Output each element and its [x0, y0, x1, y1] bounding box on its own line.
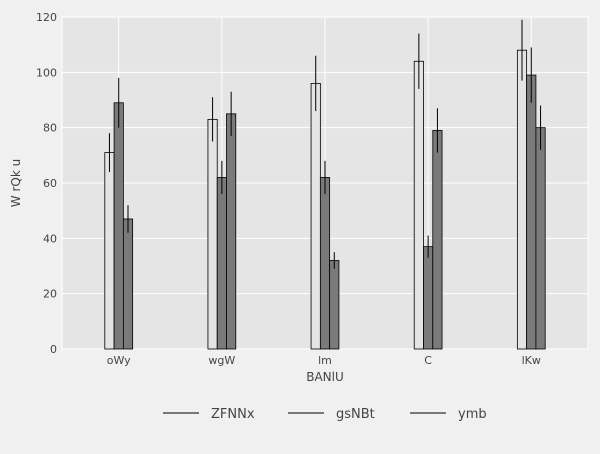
bar [516, 49, 528, 350]
bar [104, 152, 115, 350]
bar [526, 74, 537, 350]
bars [104, 19, 546, 350]
legend-label: ymb [458, 407, 487, 422]
bar [216, 177, 227, 350]
legend-label: ZFNNx [211, 407, 255, 422]
bar [319, 177, 331, 350]
x-tick-label: oWy [107, 354, 131, 367]
y-axis: 0 20 40 60 80 100 120 [36, 11, 57, 356]
bar [226, 113, 237, 350]
y-tick-label: 20 [43, 288, 57, 301]
legend-label: gsNBt [336, 407, 375, 422]
bar [423, 246, 434, 350]
x-tick-label: C [424, 354, 432, 367]
bar [122, 218, 134, 350]
bar [329, 260, 340, 350]
y-tick-label: 0 [50, 343, 57, 356]
bar [207, 118, 218, 350]
x-tick-label: wgW [208, 354, 235, 367]
x-tick-label: lKw [522, 354, 541, 367]
x-axis-label: BANlU [306, 370, 344, 384]
y-axis-label: W rQk u [9, 159, 23, 207]
y-tick-label: 80 [43, 122, 57, 135]
y-tick-label: 120 [36, 11, 57, 24]
y-tick-label: 100 [36, 66, 57, 79]
bar [113, 102, 124, 350]
bar [413, 60, 424, 350]
y-tick-label: 40 [43, 232, 57, 245]
x-tick-label: lm [318, 354, 332, 367]
bar [535, 127, 546, 350]
bar [432, 130, 443, 350]
y-tick-label: 60 [43, 177, 57, 190]
legend: ZFNNx gsNBt ymb [163, 407, 487, 422]
bar [310, 83, 321, 350]
